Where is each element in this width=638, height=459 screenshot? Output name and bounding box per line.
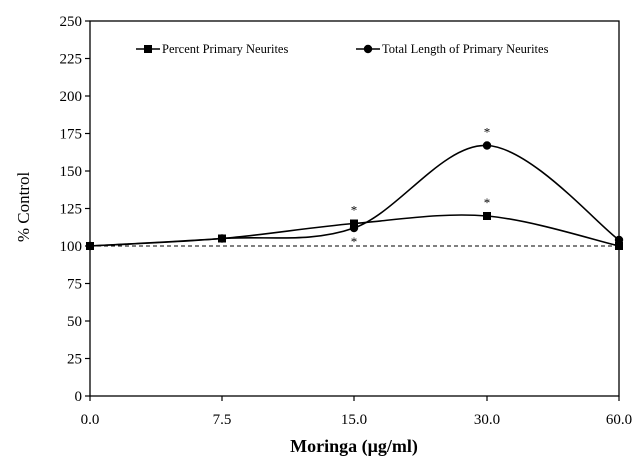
legend-square-marker-icon bbox=[144, 45, 152, 53]
significance-asterisk: * bbox=[484, 195, 491, 210]
x-tick-label: 7.5 bbox=[213, 412, 232, 428]
data-point-circle bbox=[217, 234, 227, 243]
x-tick-label: 15.0 bbox=[341, 412, 367, 428]
y-tick-label: 0 bbox=[75, 389, 83, 405]
y-tick-label: 225 bbox=[60, 52, 83, 68]
y-tick-label: 200 bbox=[60, 89, 83, 105]
data-point-circle bbox=[614, 235, 624, 245]
data-point-square bbox=[483, 212, 491, 220]
legend-label-total-length-primary-neurites: Total Length of Primary Neurites bbox=[382, 42, 549, 56]
x-axis-label: Moringa (μg/ml) bbox=[290, 436, 418, 457]
legend-item-percent-primary-neurites: Percent Primary Neurites bbox=[136, 42, 288, 56]
y-tick-label: 25 bbox=[67, 352, 82, 368]
y-tick-label: 50 bbox=[67, 314, 82, 330]
legend-item-total-length-primary-neurites: Total Length of Primary Neurites bbox=[356, 42, 549, 56]
data-point-circle bbox=[349, 223, 359, 233]
y-axis-label: % Control bbox=[14, 172, 33, 243]
significance-asterisk: * bbox=[351, 234, 358, 249]
y-tick-label: 75 bbox=[67, 277, 82, 293]
significance-asterisk: * bbox=[351, 203, 358, 218]
data-point-square bbox=[615, 242, 623, 250]
y-tick-label: 150 bbox=[60, 164, 83, 180]
data-point-circle bbox=[482, 141, 492, 150]
x-tick-label: 0.0 bbox=[81, 412, 100, 428]
y-tick-label: 250 bbox=[60, 14, 83, 30]
significance-asterisk: * bbox=[484, 125, 491, 140]
x-tick-label: 30.0 bbox=[474, 412, 500, 428]
x-tick-label: 60.0 bbox=[606, 412, 632, 428]
series-line-total-length-primary-neurites bbox=[89, 144, 620, 247]
legend-circle-marker-icon bbox=[363, 44, 373, 54]
y-tick-label: 125 bbox=[60, 202, 83, 218]
data-point-square bbox=[350, 219, 358, 228]
legend-label-percent-primary-neurites: Percent Primary Neurites bbox=[162, 42, 288, 56]
y-tick-label: 100 bbox=[60, 239, 83, 255]
y-tick-label: 175 bbox=[60, 127, 83, 143]
